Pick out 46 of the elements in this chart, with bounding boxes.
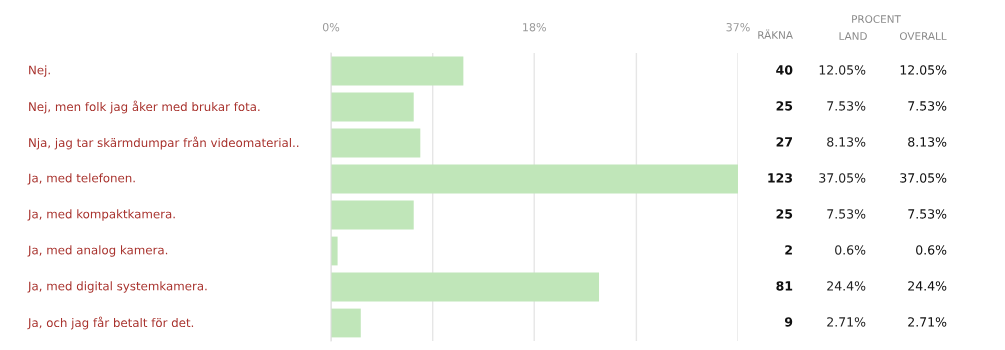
y-tick-label: Nja, jag tar skärmdumpar från videomaterial.. xyxy=(29,136,299,150)
bar xyxy=(331,200,414,230)
data-label: 12.05% xyxy=(819,65,866,75)
text: 9 xyxy=(784,317,793,327)
data-label: 7.53% xyxy=(827,101,866,111)
text: PROCENT xyxy=(852,15,901,24)
text: 123 xyxy=(768,173,793,183)
text: 37.05% xyxy=(900,173,947,183)
x-tick-label: 0% xyxy=(322,23,340,32)
text: 25 xyxy=(776,101,793,111)
text: 7.53% xyxy=(908,209,947,219)
y-tick-label: Ja, och jag får betalt för det. xyxy=(27,316,194,330)
text: 12.05% xyxy=(900,65,947,75)
x-tick-label: 18% xyxy=(523,23,546,32)
bar xyxy=(331,128,421,158)
bar xyxy=(331,308,361,338)
data-label: 8.13% xyxy=(827,137,866,147)
text: 40 xyxy=(776,65,793,75)
text: 81 xyxy=(776,281,793,291)
data-label: 24.4% xyxy=(827,281,866,291)
text: 2.71% xyxy=(908,317,947,327)
text: 7.53% xyxy=(908,101,947,111)
bar xyxy=(331,272,600,302)
bar xyxy=(331,56,464,86)
bar xyxy=(331,92,414,122)
text: 0.6% xyxy=(916,245,947,255)
text: 24.4% xyxy=(908,281,947,291)
y-tick-label: Ja, med digital systemkamera. xyxy=(27,281,207,293)
text: 8.13% xyxy=(908,137,947,147)
y-tick-label: Nej, men folk jag åker med brukar fota. xyxy=(29,100,260,114)
y-tick-label: Nej. xyxy=(29,65,50,77)
text: OVERALL xyxy=(899,32,947,41)
data-label: 0.6% xyxy=(835,245,866,255)
data-label: 7.53% xyxy=(827,209,866,219)
y-tick-label: Ja, med telefonen. xyxy=(27,173,135,185)
text: LAND xyxy=(839,32,867,40)
text: 27 xyxy=(776,137,793,147)
text: RÄKNA xyxy=(758,29,793,39)
data-label: 2.71% xyxy=(827,317,866,327)
text: 25 xyxy=(776,209,793,219)
y-tick-label: Ja, med kompaktkamera. xyxy=(27,209,175,221)
bar xyxy=(331,164,738,194)
text: 2 xyxy=(785,245,792,255)
y-tick-label: Ja, med analog kamera. xyxy=(27,245,168,257)
data-label: 37.05% xyxy=(819,173,866,183)
x-tick-label: 37% xyxy=(726,23,750,32)
